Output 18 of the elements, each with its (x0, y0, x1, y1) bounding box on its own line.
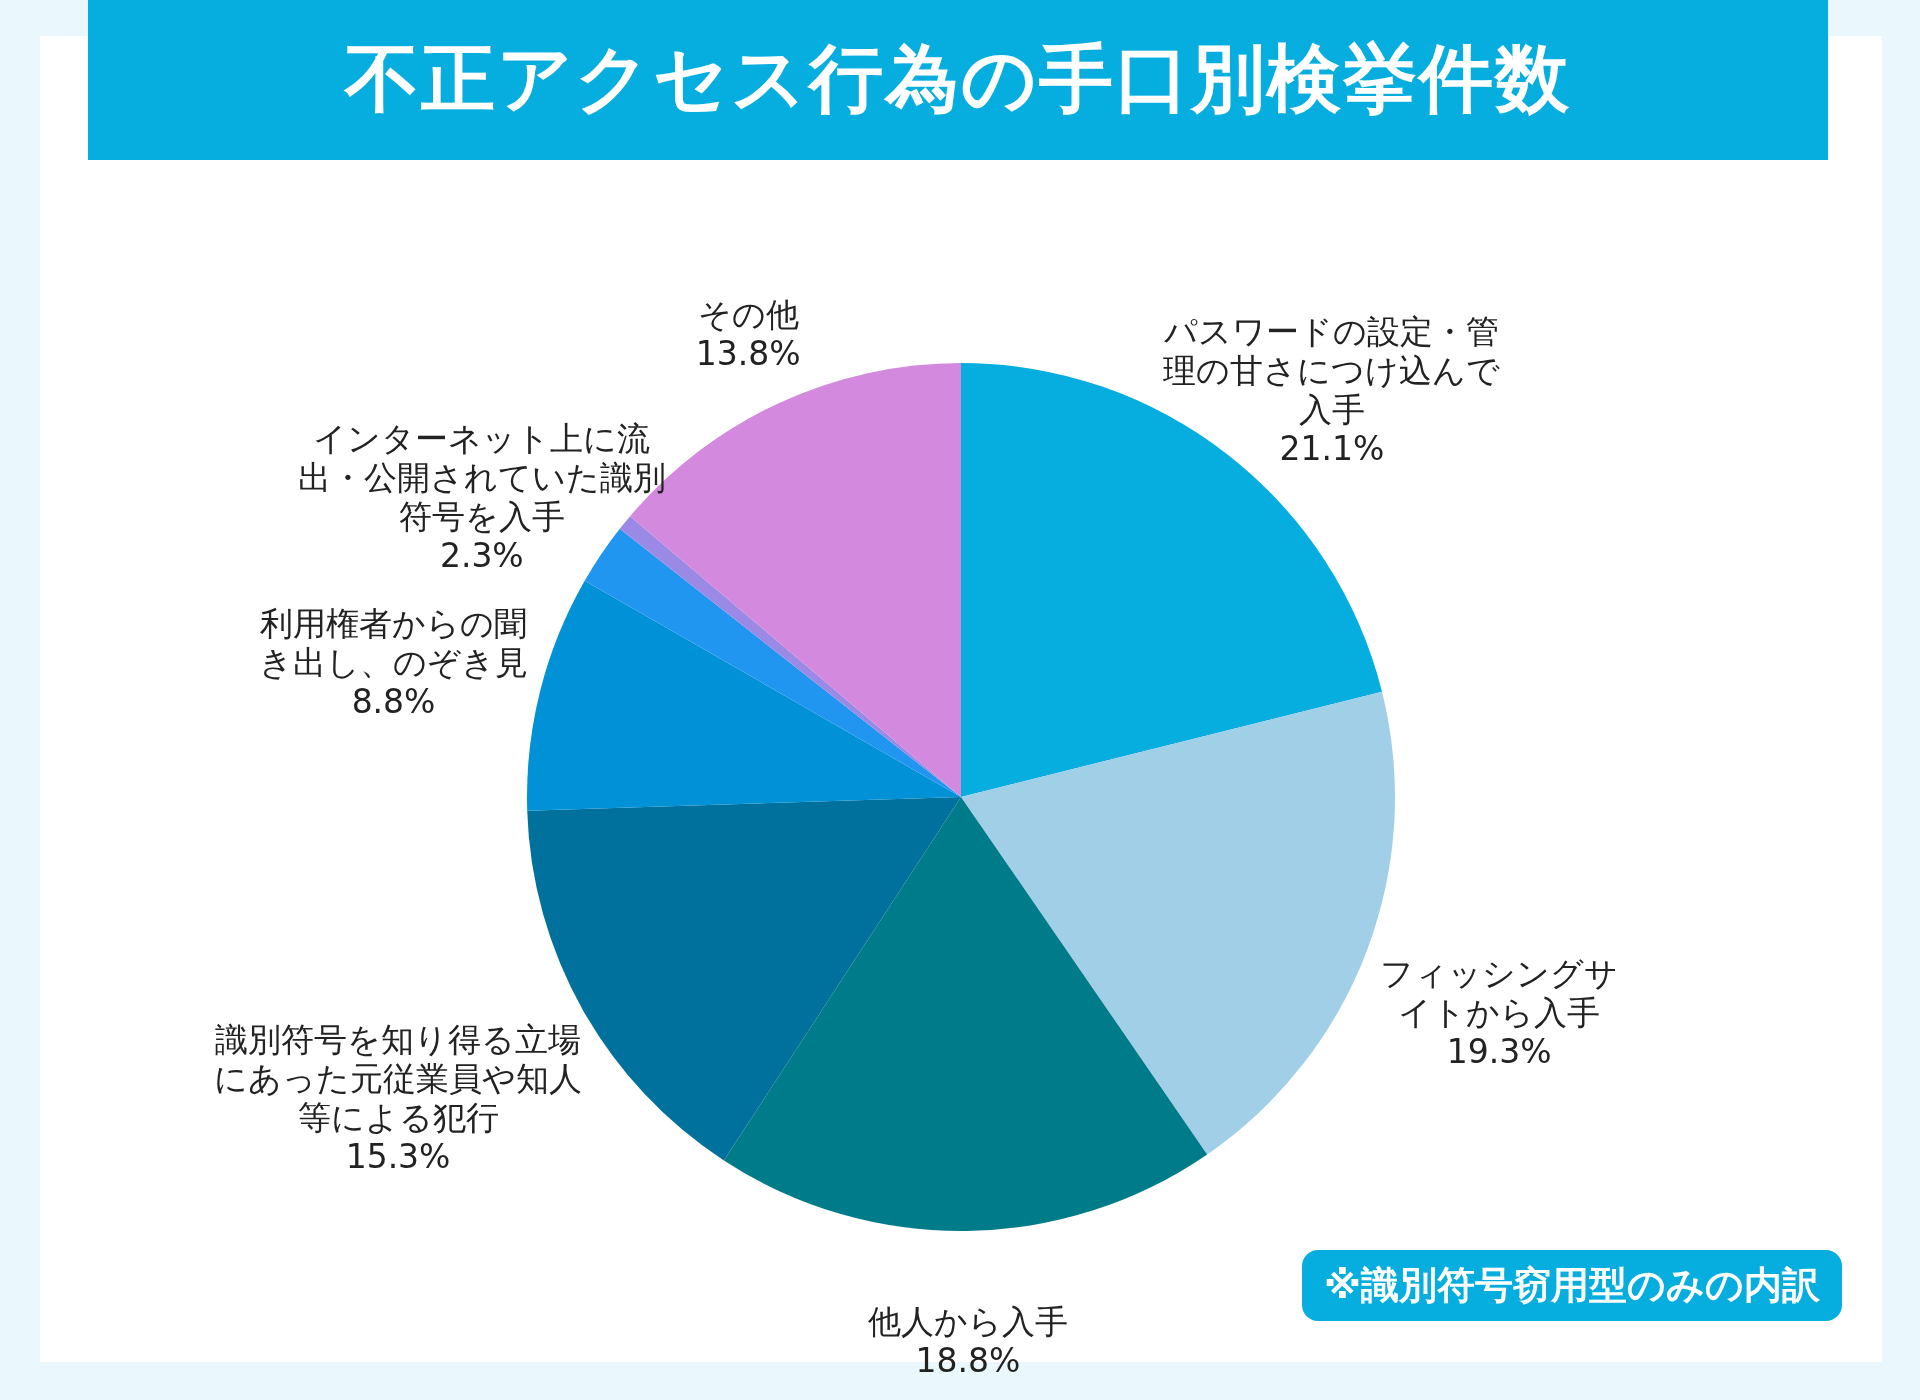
data-label: 21.1% (1278, 429, 1386, 469)
data-label: 19.3% (1445, 1032, 1553, 1072)
slice-label: 利用権者からの聞き出し、のぞき見 (258, 604, 530, 683)
slice-label: パスワードの設定・管理の甘さにつけ込んで入手 (1162, 312, 1502, 430)
data-label: 2.3% (438, 536, 525, 576)
data-label: 18.8% (914, 1340, 1022, 1380)
slice-label: 他人から入手 (866, 1301, 1069, 1341)
pie-slice (527, 580, 961, 811)
slice-label: インターネット上に流出・公開されていた識別符号を入手 (297, 419, 666, 537)
text: ※識別符号窃用型のみの内訳 (1302, 1250, 1842, 1321)
chart-title: 不正アクセス行為の手口別検挙件数 (88, 0, 1828, 160)
data-label: 13.8% (694, 334, 802, 374)
slice-label: フィッシングサイトから入手 (1379, 954, 1620, 1033)
data-label: 15.3% (344, 1137, 452, 1177)
slice-label: その他 (696, 295, 800, 335)
slice-label: 識別符号を知り得る立場にあった元従業員や知人等による犯行 (213, 1020, 584, 1138)
pie-slice (723, 797, 1208, 1231)
data-label: 8.8% (350, 682, 437, 722)
